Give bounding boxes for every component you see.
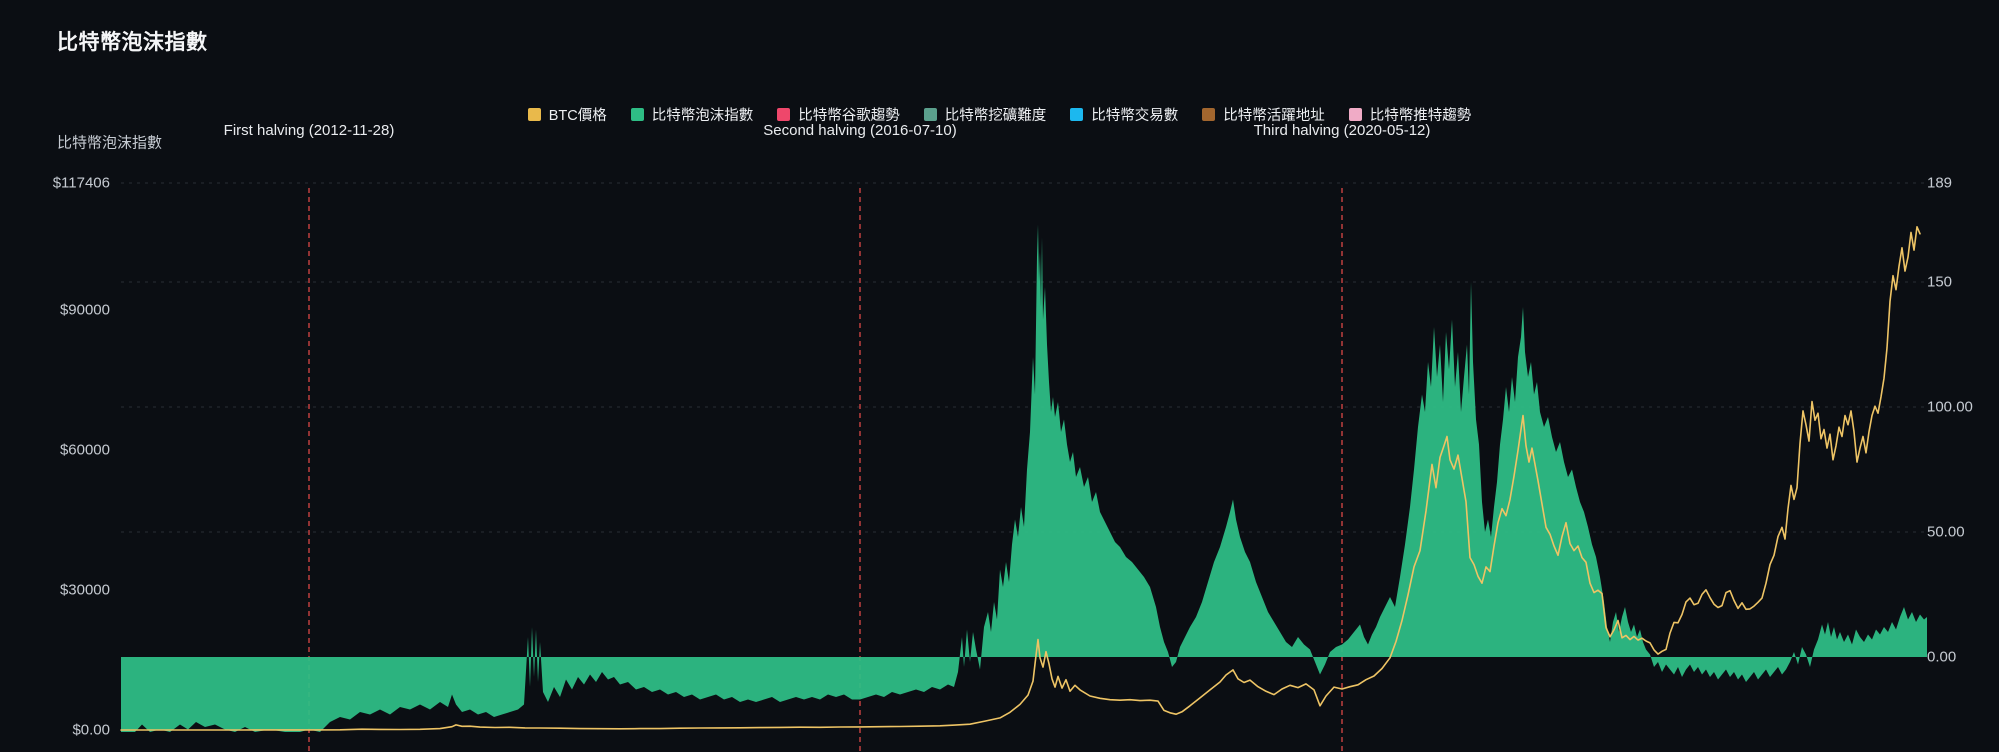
legend-item-3[interactable]: 比特幣挖礦難度 xyxy=(923,104,1047,125)
legend-label: 比特幣交易數 xyxy=(1091,108,1179,124)
legend-swatch-icon xyxy=(923,108,937,121)
left-axis-tick: $0.00 xyxy=(72,721,110,739)
legend-item-5[interactable]: 比特幣活躍地址 xyxy=(1202,104,1325,125)
right-axis-tick: 189 xyxy=(1927,174,1953,192)
left-axis-tick: $117406 xyxy=(52,174,110,192)
left-axis-tick: $90000 xyxy=(59,301,110,319)
legend-label: BTC價格 xyxy=(548,108,607,124)
right-axis-tick: 100.00 xyxy=(1927,398,1973,416)
halving-annotation: Second halving (2016-07-10) xyxy=(763,122,957,139)
legend-swatch-icon xyxy=(1070,108,1084,121)
legend-swatch-icon xyxy=(630,108,644,121)
left-axis-tick: $60000 xyxy=(59,441,110,459)
legend-item-2[interactable]: 比特幣谷歌趨勢 xyxy=(777,104,900,125)
legend-label: 比特幣推特趨勢 xyxy=(1369,108,1472,124)
legend-label: 比特幣泡沫指數 xyxy=(651,108,754,124)
legend-item-1[interactable]: 比特幣泡沫指數 xyxy=(630,104,754,125)
legend-label: 比特幣活躍地址 xyxy=(1223,108,1325,124)
legend-label: 比特幣谷歌趨勢 xyxy=(798,108,900,124)
left-axis-tick: $30000 xyxy=(59,581,110,599)
chart-legend: BTC價格 比特幣泡沫指數 比特幣谷歌趨勢 比特幣挖礦難度 比特幣交易數 比特幣活躍地址 比… xyxy=(0,104,1999,125)
right-axis-tick: 150 xyxy=(1927,273,1953,291)
btc-price-line xyxy=(120,226,1921,731)
bubble-index-area xyxy=(121,224,1927,732)
legend-swatch-icon xyxy=(777,108,791,121)
halving-annotation: Third halving (2020-05-12) xyxy=(1253,122,1431,139)
legend-swatch-icon xyxy=(527,108,541,121)
legend-item-0[interactable]: BTC價格 xyxy=(527,104,607,125)
page-title: 比特幣泡沫指數 xyxy=(57,31,208,54)
legend-label: 比特幣挖礦難度 xyxy=(944,108,1047,124)
right-axis-tick: 0.00 xyxy=(1927,648,1957,666)
legend-item-4[interactable]: 比特幣交易數 xyxy=(1070,104,1178,125)
legend-swatch-icon xyxy=(1202,108,1216,121)
legend-swatch-icon xyxy=(1348,108,1362,121)
right-axis-tick: 50.00 xyxy=(1927,523,1965,541)
legend-item-6[interactable]: 比特幣推特趨勢 xyxy=(1348,104,1472,125)
left-axis-title: 比特幣泡沫指數 xyxy=(57,134,163,152)
halving-annotation: First halving (2012-11-28) xyxy=(223,122,395,139)
